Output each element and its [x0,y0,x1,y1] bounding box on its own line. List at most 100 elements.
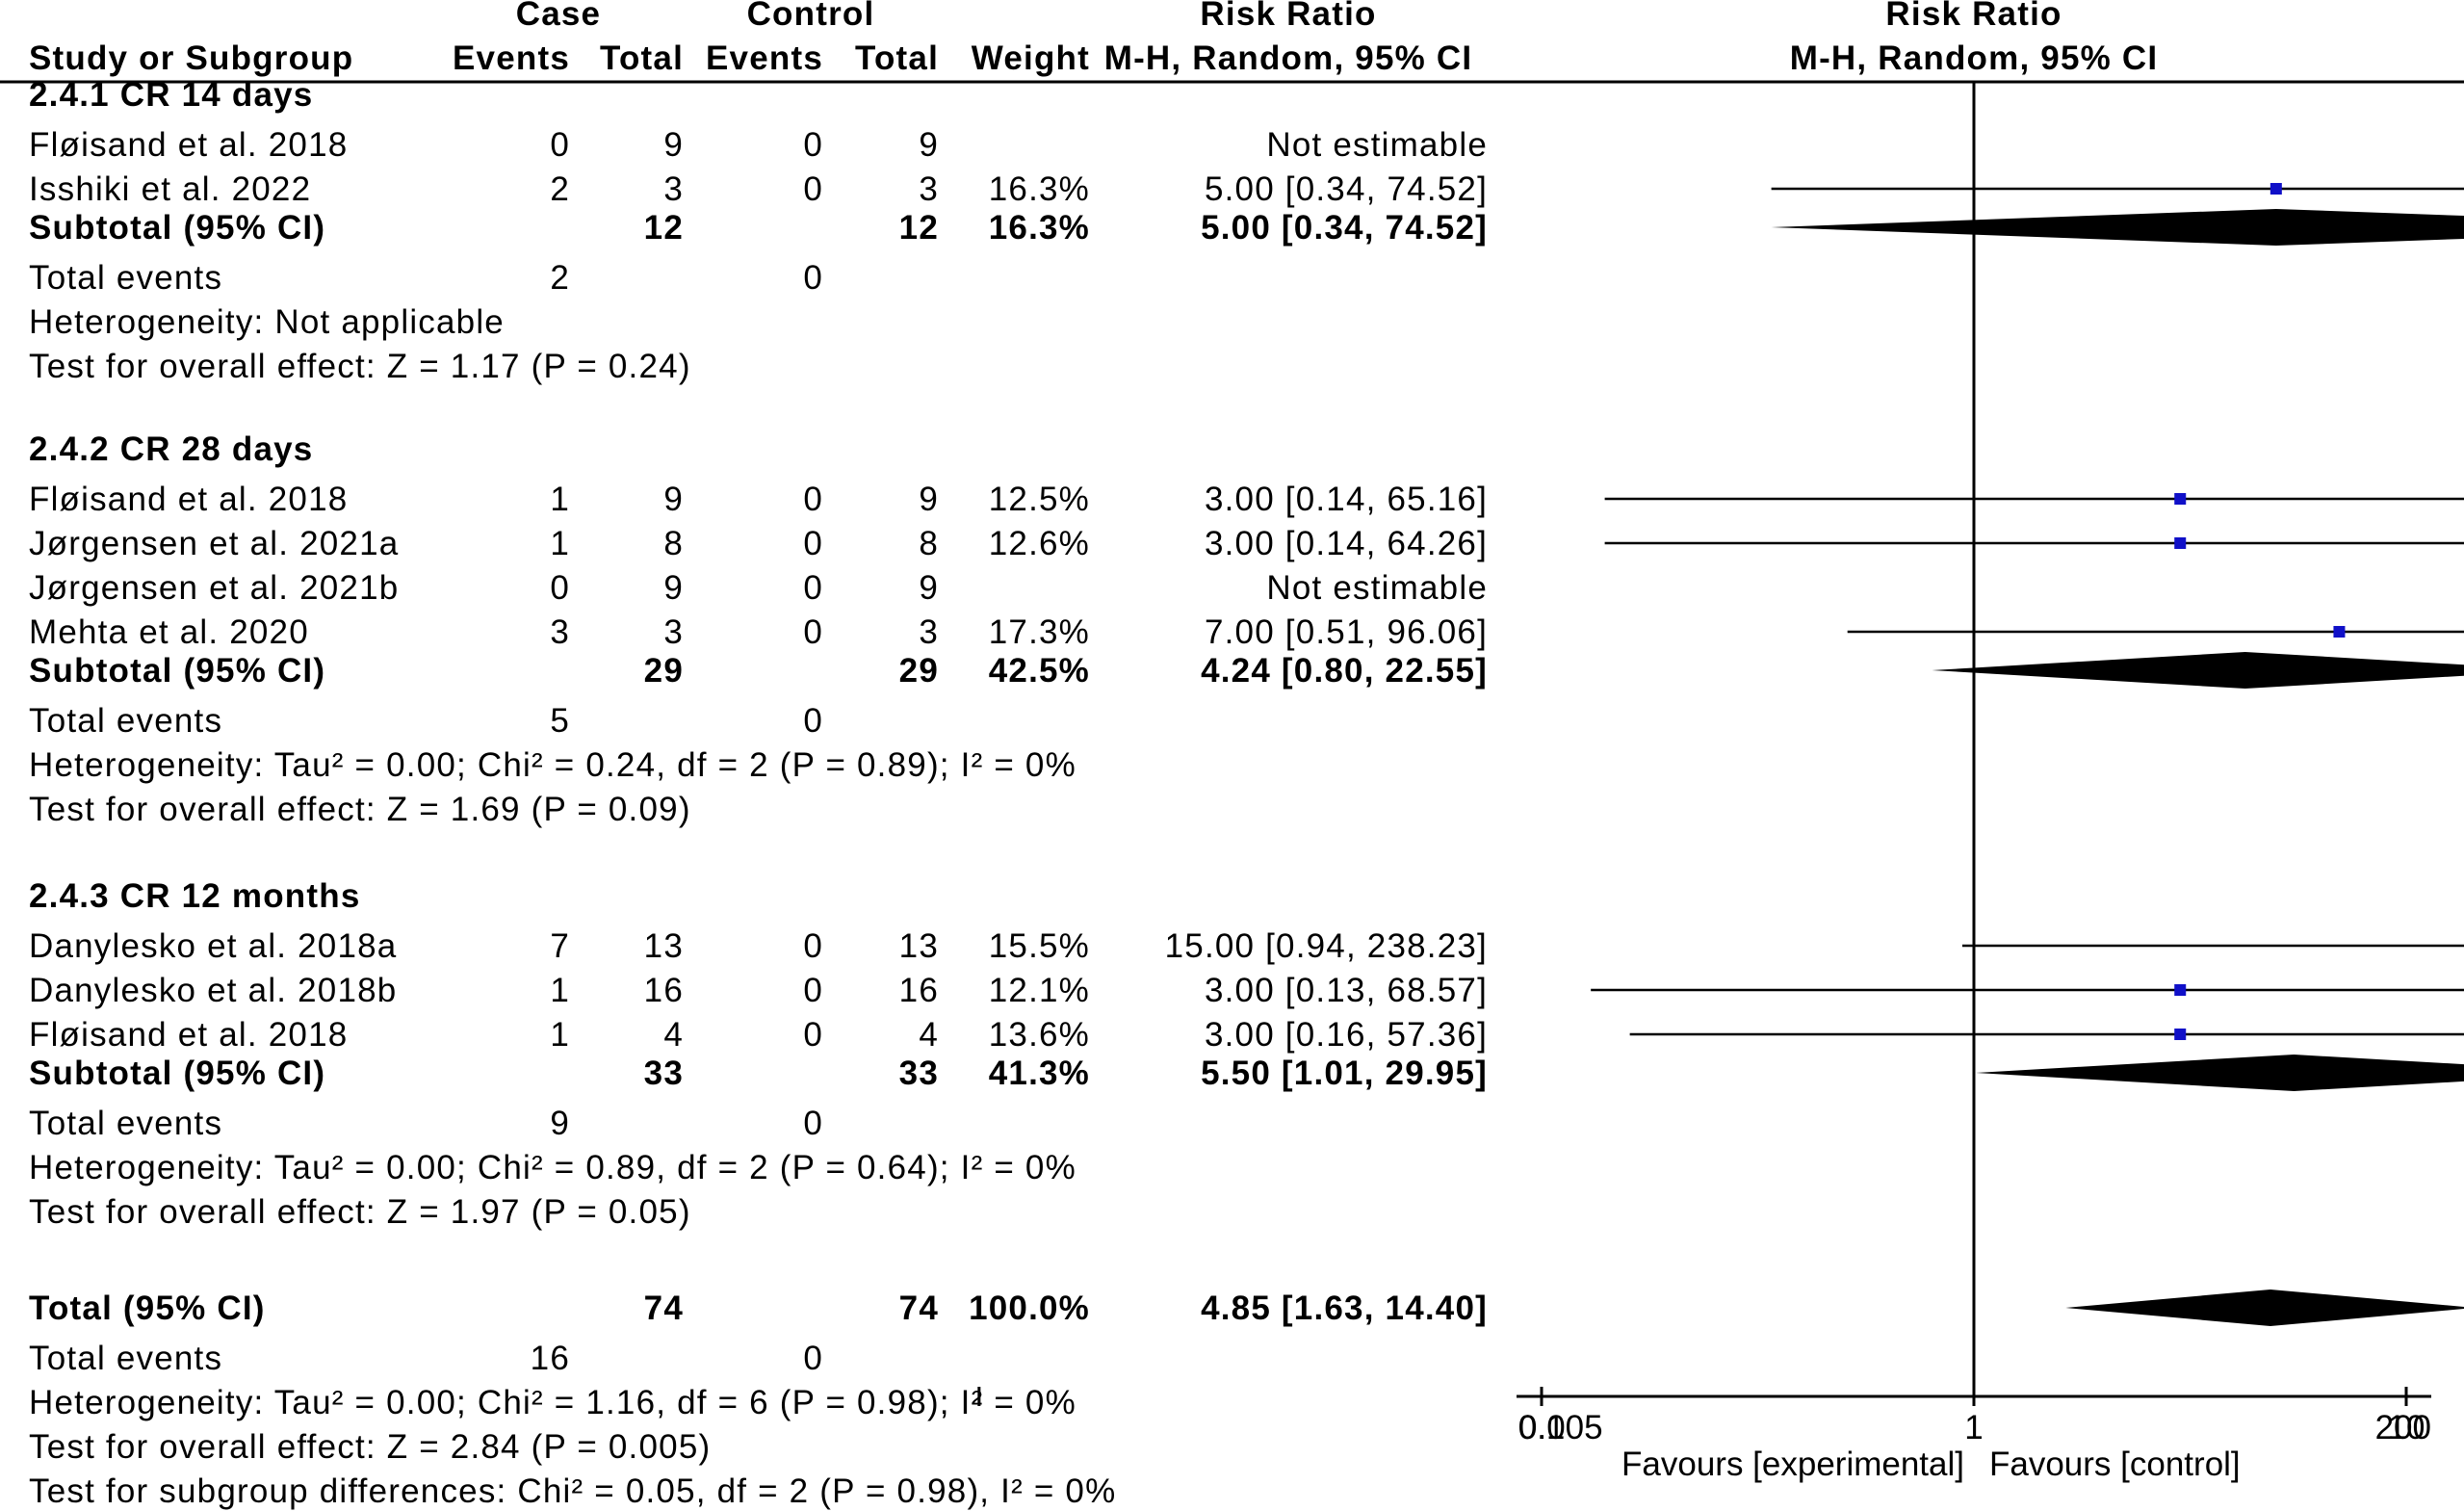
subtotal-diamond [1975,1055,2464,1091]
total-case-events: 5 [550,702,570,740]
case-events-cell: 0 [550,569,570,607]
grand-total-events-label: Total events [29,1340,222,1377]
rr-method-header: M-H, Random, 95% CI [1104,39,1473,77]
ci-text-cell: Not estimable [1266,569,1488,607]
favours-experimental-label: Favours [experimental] [1621,1446,1964,1483]
control-events-cell: 0 [803,972,823,1009]
study-name: Fløisand et al. 2018 [29,126,348,164]
subtotal-case-total: 12 [644,209,684,247]
case-group-header: Case [516,0,601,33]
study-name: Jørgensen et al. 2021a [29,525,399,562]
total-diamond [2065,1290,2464,1326]
study-point-marker [2333,626,2346,638]
study-name: Danylesko et al. 2018a [29,927,397,965]
x-tick-label: 1 [1964,1409,1983,1446]
total-weight: 100.0% [969,1290,1090,1327]
total-control-events: 0 [803,259,823,297]
total-ci-text: 4.85 [1.63, 14.40] [1201,1290,1488,1327]
heterogeneity-text: Heterogeneity: Tau² = 0.00; Chi² = 0.89,… [29,1149,1076,1186]
ci-text-cell: 7.00 [0.51, 96.06] [1205,613,1488,651]
total-case-events: 2 [550,259,570,297]
ci-text-cell: 15.00 [0.94, 238.23] [1165,927,1488,965]
control-total-cell: 8 [919,525,939,562]
case-events-cell: 1 [550,972,570,1009]
control-total-cell: 16 [899,972,939,1009]
study-point-marker [2174,493,2187,505]
study-name: Danylesko et al. 2018b [29,972,397,1009]
plot-method-header: M-H, Random, 95% CI [1790,39,2159,77]
ci-text-cell: 3.00 [0.16, 57.36] [1205,1016,1488,1054]
control-total-cell: 4 [919,1016,939,1054]
total-case-total: 74 [644,1290,684,1327]
total-label: Total (95% CI) [29,1290,266,1327]
subtotal-label: Subtotal (95% CI) [29,652,325,690]
weight-cell: 13.6% [989,1016,1090,1054]
x-tick-label: 200 [2375,1409,2431,1446]
study-point-marker [2174,1029,2187,1040]
study-point-marker [2174,984,2187,996]
subtotal-diamond [1771,209,2464,246]
x-tick-label: 0.005 [1518,1409,1603,1446]
case-events-cell: 1 [550,525,570,562]
total-case-events: 9 [550,1105,570,1142]
case-events-cell: 2 [550,170,570,208]
subtotal-label: Subtotal (95% CI) [29,1055,325,1092]
total-events-label: Total events [29,702,222,740]
grand-total-control-events: 0 [803,1340,823,1377]
weight-cell: 16.3% [989,170,1090,208]
x-tick-label: 10 [2388,1409,2425,1446]
total-events-label: Total events [29,1105,222,1142]
table-body: 2.4.1 CR 14 days Fløisand et al. 2018 0 9 0 9… [29,76,2464,1510]
subtotal-weight: 16.3% [989,209,1090,247]
total-overall-effect-text: Test for overall effect: Z = 2.84 (P = 0… [29,1428,711,1466]
ci-text-cell: Not estimable [1266,126,1488,164]
study-name: Jørgensen et al. 2021b [29,569,399,607]
control-total-cell: 9 [919,126,939,164]
subtotal-label: Subtotal (95% CI) [29,209,325,247]
ci-text-cell: 3.00 [0.14, 64.26] [1205,525,1488,562]
rr-column-title: Risk Ratio [1200,0,1376,33]
control-events-cell: 0 [803,927,823,965]
total-control-total: 74 [899,1290,939,1327]
study-point-marker [2174,537,2187,549]
control-events-header: Events [706,39,823,77]
total-control-events: 0 [803,1105,823,1142]
favours-control-label: Favours [control] [1989,1446,2241,1483]
subtotal-ci-text: 4.24 [0.80, 22.55] [1201,652,1488,690]
case-total-header: Total [600,39,684,77]
case-events-cell: 3 [550,613,570,651]
total-heterogeneity-text: Heterogeneity: Tau² = 0.00; Chi² = 1.16,… [29,1384,1076,1421]
control-group-header: Control [747,0,875,33]
weight-header: Weight [972,39,1090,77]
control-total-header: Total [855,39,939,77]
control-events-cell: 0 [803,170,823,208]
heterogeneity-text: Heterogeneity: Tau² = 0.00; Chi² = 0.24,… [29,746,1076,784]
subgroup-title: 2.4.2 CR 28 days [29,430,313,468]
plot-column-title: Risk Ratio [1885,0,2062,33]
control-events-cell: 0 [803,481,823,518]
control-events-cell: 0 [803,1016,823,1054]
grand-total-case-events: 16 [531,1340,570,1377]
case-events-cell: 7 [550,927,570,965]
heterogeneity-text: Heterogeneity: Not applicable [29,303,505,341]
subtotal-diamond [1932,652,2464,689]
weight-cell: 17.3% [989,613,1090,651]
subtotal-weight: 41.3% [989,1055,1090,1092]
subtotal-case-total: 33 [644,1055,684,1092]
weight-cell: 12.6% [989,525,1090,562]
study-name: Mehta et al. 2020 [29,613,309,651]
subtotal-ci-text: 5.50 [1.01, 29.95] [1201,1055,1488,1092]
case-events-header: Events [453,39,570,77]
weight-cell: 15.5% [989,927,1090,965]
control-total-cell: 9 [919,569,939,607]
x-tick-label: 0.1 [1518,1409,1566,1446]
case-total-cell: 3 [663,613,684,651]
ci-text-cell: 3.00 [0.14, 65.16] [1205,481,1488,518]
weight-cell: 12.1% [989,972,1090,1009]
case-total-cell: 16 [644,972,684,1009]
case-total-cell: 4 [663,1016,684,1054]
subgroup-title: 2.4.1 CR 14 days [29,76,313,114]
subtotal-case-total: 29 [644,652,684,690]
